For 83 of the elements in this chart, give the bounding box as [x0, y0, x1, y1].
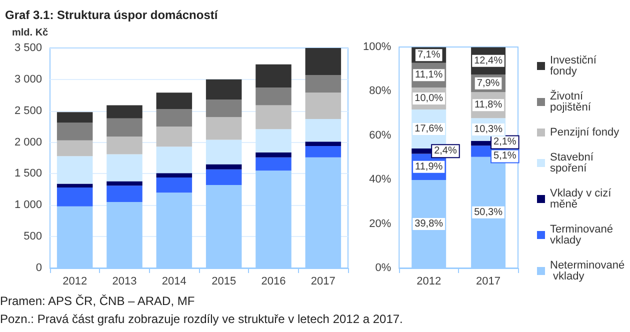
bar — [256, 157, 292, 171]
x-tick-label: 2012 — [62, 276, 88, 288]
bar — [156, 146, 192, 174]
bar — [106, 105, 142, 118]
data-label: 5,1% — [494, 150, 516, 162]
bar — [156, 126, 192, 147]
bar — [206, 79, 242, 100]
y-tick-label: 80% — [369, 85, 392, 98]
data-label: 7,9% — [476, 78, 500, 89]
bar — [206, 117, 242, 140]
bar — [206, 164, 242, 170]
bar — [206, 140, 242, 164]
y-tick-label: 1 500 — [14, 168, 42, 180]
data-label: 39,8% — [414, 218, 444, 230]
bar — [305, 119, 342, 142]
bar — [256, 152, 292, 158]
data-label: 2,4% — [434, 146, 457, 157]
data-label: 11,1% — [415, 70, 443, 81]
bar — [156, 92, 192, 109]
data-label: 11,8% — [474, 100, 502, 111]
x-tick-label: 2016 — [261, 276, 286, 288]
data-label: 17,6% — [414, 123, 444, 134]
data-label: 10,3% — [474, 124, 503, 136]
y-tick-label: 40% — [369, 174, 392, 186]
y-tick-label: 0 — [36, 262, 42, 274]
y-tick-label: 3 000 — [14, 73, 42, 86]
data-label: 50,3% — [474, 206, 503, 218]
x-tick-label: 2017 — [476, 276, 501, 288]
bar — [305, 142, 342, 146]
data-label: 12,4% — [474, 55, 503, 66]
bar — [256, 88, 292, 106]
bar — [106, 154, 142, 182]
data-label: 11,9% — [415, 161, 443, 172]
legend-label: Stavební spoření — [550, 152, 596, 174]
legend-label: Investiční fondy — [550, 54, 600, 78]
x-tick-label: 2014 — [162, 276, 186, 288]
text: Pramen: APS ČR, ČNB – ARAD, MF — [0, 294, 195, 308]
y-tick-label: 2 000 — [14, 136, 42, 148]
legend-label: Penzijní fondy — [550, 126, 620, 138]
chart-title: Graf 3.1: Struktura úspor domácností — [5, 8, 218, 22]
legend-label: Vklady v cizí měně — [550, 188, 614, 210]
y-tick-label: 500 — [24, 230, 42, 243]
y-tick-label: 60% — [369, 129, 392, 142]
y-tick-label: 2 500 — [14, 104, 42, 117]
bar — [56, 112, 93, 123]
bar — [56, 188, 93, 206]
data-label: 2,1% — [494, 136, 516, 148]
bar — [106, 186, 142, 202]
bar — [206, 100, 242, 118]
bar — [156, 108, 192, 127]
bar — [56, 156, 93, 184]
y-tick-label: 100% — [362, 41, 392, 53]
y-tick-label: 1 000 — [14, 199, 42, 212]
x-tick-label: 2012 — [416, 276, 442, 288]
bar — [256, 64, 292, 88]
x-tick-label: 2015 — [212, 276, 236, 288]
bar — [56, 184, 93, 188]
legend-label: Životní pojištění — [550, 90, 592, 114]
legend-label: Neterminované vklady — [550, 260, 625, 282]
data-label: 10,0% — [414, 92, 444, 104]
bar — [305, 92, 342, 120]
data-label: 7,1% — [417, 50, 440, 61]
bar — [106, 136, 142, 154]
bar — [56, 140, 93, 156]
bar — [256, 129, 292, 152]
text: Pozn.: Pravá část grafu zobrazuje rozdíly ve struktuře v letech 2012 a 2017. — [0, 312, 403, 326]
bar — [305, 146, 342, 158]
bar — [106, 118, 142, 137]
y-tick-label: 3 500 — [14, 42, 42, 54]
bar — [206, 169, 242, 186]
bar — [56, 122, 93, 140]
y-tick-label: 0% — [375, 262, 392, 274]
y-axis-title: mld. Kč — [12, 28, 49, 38]
y-tick-label: 20% — [369, 218, 392, 230]
bar — [156, 177, 192, 193]
legend-label: Terminované vklady — [550, 224, 616, 246]
bar — [256, 105, 292, 130]
x-tick-label: 2013 — [112, 276, 137, 288]
bar — [305, 75, 342, 93]
bar — [106, 181, 142, 186]
bar — [156, 173, 192, 178]
x-tick-label: 2017 — [310, 276, 336, 288]
bar — [305, 48, 342, 76]
